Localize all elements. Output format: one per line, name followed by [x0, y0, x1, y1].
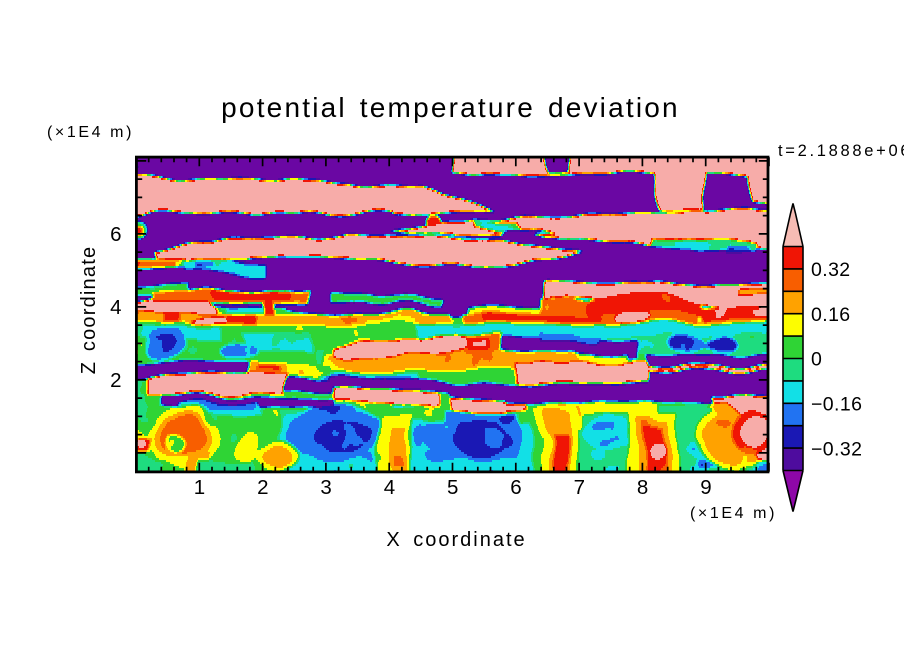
svg-text:0.32: 0.32	[811, 259, 851, 281]
svg-text:2: 2	[110, 369, 121, 392]
svg-text:6: 6	[510, 476, 521, 499]
svg-text:4: 4	[110, 296, 121, 319]
svg-text:4: 4	[384, 476, 395, 499]
svg-text:(×1E4 m): (×1E4 m)	[690, 505, 777, 522]
svg-text:(×1E4 m): (×1E4 m)	[47, 124, 134, 141]
svg-text:−0.32: −0.32	[811, 438, 862, 460]
svg-text:3: 3	[320, 476, 331, 499]
svg-text:Z coordinate: Z coordinate	[78, 246, 100, 375]
svg-text:X coordinate: X coordinate	[386, 529, 526, 551]
svg-text:0.16: 0.16	[811, 304, 851, 326]
svg-text:5: 5	[447, 476, 458, 499]
svg-text:−0.16: −0.16	[811, 394, 862, 416]
svg-text:6: 6	[110, 223, 121, 246]
svg-text:t=2.1888e+06: t=2.1888e+06	[778, 142, 904, 160]
svg-text:potential temperature deviatio: potential temperature deviation	[221, 92, 680, 123]
svg-text:1: 1	[194, 476, 205, 499]
svg-text:8: 8	[637, 476, 648, 499]
svg-text:9: 9	[700, 476, 711, 499]
svg-text:0: 0	[811, 349, 822, 371]
svg-text:7: 7	[574, 476, 585, 499]
svg-text:2: 2	[257, 476, 268, 499]
